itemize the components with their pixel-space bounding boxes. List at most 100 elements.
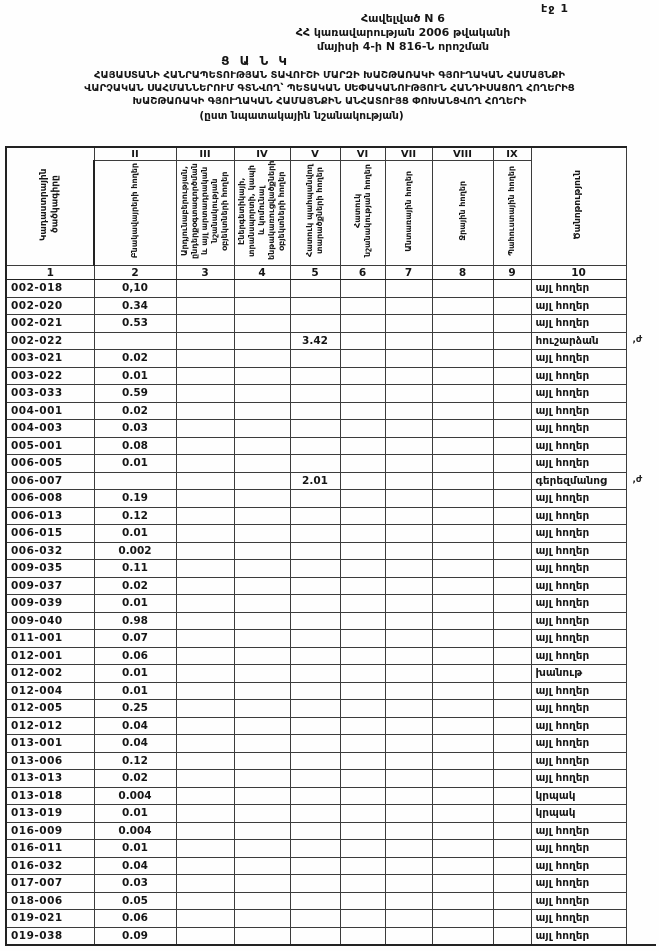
infrastructure-land-value-cell	[233, 471, 291, 490]
settlement-land-value-cell: 0.02	[93, 576, 177, 595]
settlement-land-value-cell: 0.03	[93, 874, 177, 893]
special-land-value-cell	[339, 611, 386, 630]
industrial-land-value-cell	[175, 646, 235, 665]
protected-land-value-cell	[289, 891, 341, 910]
note-cell: այլ հողեր	[530, 839, 627, 858]
water-land-value-cell	[431, 734, 494, 753]
protected-land-value-cell	[289, 436, 341, 455]
forest-land-value-cell	[384, 839, 433, 858]
special-land-value-cell	[339, 541, 386, 560]
water-land-value-cell	[431, 681, 494, 700]
water-land-value-cell	[431, 909, 494, 928]
protected-land-value-cell	[289, 874, 341, 893]
margin-annotation	[626, 840, 656, 858]
reserve-land-value-cell	[492, 384, 532, 403]
document-title: Ց Ա Ն Կ	[221, 54, 290, 68]
water-land-value-cell	[431, 279, 494, 298]
special-land-value-cell	[339, 296, 386, 315]
special-land-value-cell	[339, 594, 386, 613]
special-land-value-cell	[339, 646, 386, 665]
note-cell: այլ հողեր	[530, 594, 627, 613]
infrastructure-land-value-cell	[233, 576, 291, 595]
special-land-value-cell	[339, 909, 386, 928]
cadastral-code-cell: 006-008	[5, 489, 95, 508]
header-industrial-lands: Արդյունաբերության, ընդերքօգտագործման և ա…	[175, 160, 235, 266]
table-row: 006-015 0.01 այլ հողեր	[5, 524, 656, 543]
cadastral-code-cell: 011-001	[5, 629, 95, 648]
industrial-land-value-cell	[175, 419, 235, 438]
column-number: 5	[289, 265, 341, 280]
protected-land-value-cell	[289, 541, 341, 560]
note-cell: այլ հողեր	[530, 366, 627, 385]
industrial-land-value-cell	[175, 891, 235, 910]
forest-land-value-cell	[384, 296, 433, 315]
special-land-value-cell	[339, 524, 386, 543]
protected-land-value-cell	[289, 839, 341, 858]
reserve-land-value-cell	[492, 926, 532, 946]
margin-annotation	[626, 770, 656, 788]
protected-land-value-cell	[289, 314, 341, 333]
margin-annotation	[626, 525, 656, 543]
note-cell: այլ հողեր	[530, 401, 627, 420]
industrial-land-value-cell	[175, 926, 235, 946]
forest-land-value-cell	[384, 734, 433, 753]
note-cell: այլ հողեր	[530, 314, 627, 333]
margin-annotation	[626, 735, 656, 753]
special-land-value-cell	[339, 401, 386, 420]
subtitle-line: ԽԱՇԹԱՌԱԿԻ ԳՅՈՒՂԱԿԱՆ ՀԱՄԱՅՆՔԻՆ ԱՆՀԱՏՈՒՅՑ …	[132, 96, 527, 107]
note-cell: այլ հողեր	[530, 734, 627, 753]
cadastral-code-cell: 018-006	[5, 891, 95, 910]
roman-numeral: IX	[492, 146, 532, 161]
note-cell: այլ հողեր	[530, 699, 627, 718]
infrastructure-land-value-cell	[233, 489, 291, 508]
margin-annotation	[626, 455, 656, 473]
note-cell: այլ հողեր	[530, 716, 627, 735]
industrial-land-value-cell	[175, 384, 235, 403]
margin-annotation	[626, 805, 656, 823]
infrastructure-land-value-cell	[233, 541, 291, 560]
reserve-land-value-cell	[492, 664, 532, 683]
settlement-land-value-cell: 0.53	[93, 314, 177, 333]
cadastral-code-cell: 009-035	[5, 559, 95, 578]
special-land-value-cell	[339, 769, 386, 788]
roman-numeral: III	[175, 146, 235, 161]
infrastructure-land-value-cell	[233, 436, 291, 455]
margin-annotation	[626, 752, 656, 770]
water-land-value-cell	[431, 856, 494, 875]
infrastructure-land-value-cell	[233, 891, 291, 910]
reserve-land-value-cell	[492, 856, 532, 875]
settlement-land-value-cell: 0.02	[93, 401, 177, 420]
column-number: 4	[233, 265, 291, 280]
note-cell: այլ հողեր	[530, 384, 627, 403]
table-row: 013-018 0.004 կրպակ	[5, 786, 656, 805]
margin-spacer	[626, 147, 656, 266]
reserve-land-value-cell	[492, 471, 532, 490]
water-land-value-cell	[431, 804, 494, 823]
reserve-land-value-cell	[492, 874, 532, 893]
settlement-land-value-cell: 0.01	[93, 594, 177, 613]
forest-land-value-cell	[384, 576, 433, 595]
protected-land-value-cell	[289, 576, 341, 595]
infrastructure-land-value-cell	[233, 699, 291, 718]
special-land-value-cell	[339, 349, 386, 368]
note-cell: այլ հողեր	[530, 296, 627, 315]
special-land-value-cell	[339, 436, 386, 455]
forest-land-value-cell	[384, 699, 433, 718]
note-cell: այլ հողեր	[530, 821, 627, 840]
water-land-value-cell	[431, 419, 494, 438]
appendix-line: Հավելված N 6	[361, 12, 445, 25]
reserve-land-value-cell	[492, 506, 532, 525]
reserve-land-value-cell	[492, 646, 532, 665]
settlement-land-value-cell: 0.59	[93, 384, 177, 403]
land-transfer-table: Կադաստրային ծածկագիրը II III IV V VI VII…	[5, 146, 656, 946]
forest-land-value-cell	[384, 909, 433, 928]
forest-land-value-cell	[384, 541, 433, 560]
reserve-land-value-cell	[492, 611, 532, 630]
forest-land-value-cell	[384, 489, 433, 508]
margin-annotation	[626, 315, 656, 333]
protected-land-value-cell	[289, 366, 341, 385]
water-land-value-cell	[431, 769, 494, 788]
note-cell: այլ հողեր	[530, 489, 627, 508]
industrial-land-value-cell	[175, 594, 235, 613]
note-cell: այլ հողեր	[530, 541, 627, 560]
